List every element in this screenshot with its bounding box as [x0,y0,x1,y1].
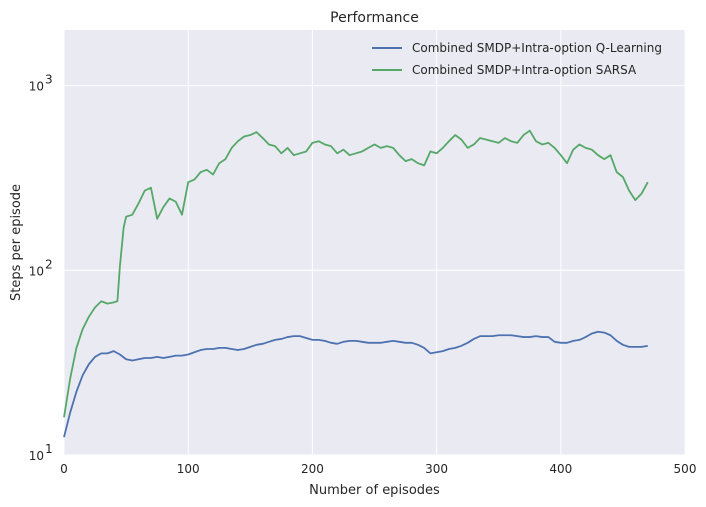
series-layer [63,129,649,438]
y-tick-exponent: 3 [45,73,53,87]
x-tick-label: 300 [425,462,448,476]
y-axis-label: Steps per episode [9,184,24,301]
x-tick-label: 500 [674,462,697,476]
x-tick-label: 100 [177,462,200,476]
y-tick-label: 10 [29,449,44,463]
plot-background [64,30,685,455]
x-tick-label: 0 [60,462,68,476]
x-tick-label: 200 [301,462,324,476]
y-tick-exponent: 2 [45,257,53,271]
series-line-q-learning [63,330,648,438]
x-axis-label: Number of episodes [309,483,440,498]
y-tick-exponent: 1 [45,442,53,456]
grid-layer [63,30,686,456]
y-tick-label: 10 [29,264,44,278]
series-line-sarsa [63,129,649,418]
legend-label-q-learning: Combined SMDP+Intra-option Q-Learning [412,41,662,55]
x-tick-label: 400 [549,462,572,476]
legend: Combined SMDP+Intra-option Q-Learning Co… [372,41,662,77]
chart-title: Performance [330,10,419,26]
y-tick-label: 10 [29,80,44,94]
legend-label-sarsa: Combined SMDP+Intra-option SARSA [412,63,637,77]
